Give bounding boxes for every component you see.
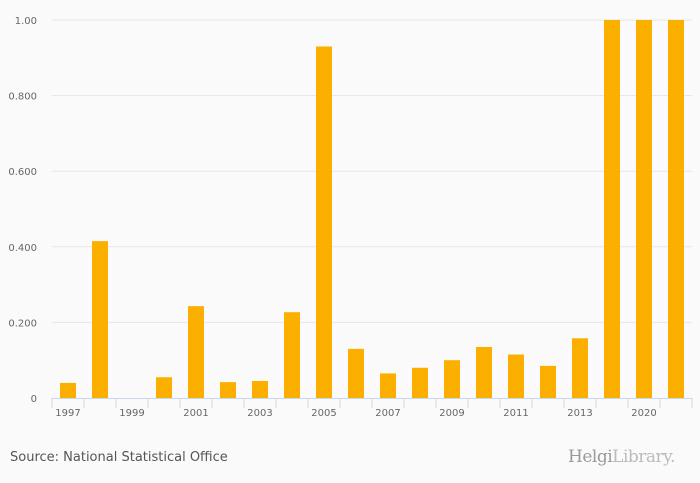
logo-main: Helgi (568, 447, 613, 467)
x-tick-label: 2007 (375, 408, 400, 419)
bar-2002 (220, 382, 236, 398)
x-tick-label: 2013 (567, 408, 592, 419)
bar-2019 (604, 20, 620, 398)
x-tick-label: 2001 (183, 408, 208, 419)
bar-2021 (668, 20, 684, 398)
x-tick-label: 2003 (247, 408, 272, 419)
bar-2000 (156, 377, 172, 398)
bar-chart: 0 0.200 0.400 0.600 0.800 1.00 1997 1999 2001 200… (8, 16, 693, 419)
x-tick-label: 2005 (311, 408, 336, 419)
bar-2009 (444, 360, 460, 398)
x-tick-label: 2011 (503, 408, 528, 419)
y-tick-label: 0.200 (8, 318, 37, 329)
bar-2005 (316, 46, 332, 399)
bar-1998 (92, 241, 108, 398)
x-tick-label: 2009 (439, 408, 464, 419)
x-tick-label: 1999 (119, 408, 144, 419)
bar-2013 (572, 338, 588, 398)
y-tick-label: 1.00 (15, 16, 37, 27)
bar-2001 (188, 306, 204, 398)
bar-2012 (540, 365, 556, 398)
bar-2004 (284, 312, 300, 398)
bar-2010 (476, 346, 492, 398)
bar-2011 (508, 354, 524, 398)
bar-2006 (348, 348, 364, 398)
x-tick-label: 2020 (631, 408, 656, 419)
y-tick-label: 0 (31, 394, 37, 405)
bar-1997 (60, 382, 76, 398)
bar-2020 (636, 20, 652, 398)
bar-2007 (380, 373, 396, 398)
y-tick-label: 0.400 (8, 243, 37, 254)
bar-2003 (252, 380, 268, 398)
y-tick-label: 0.800 (8, 92, 37, 103)
x-tick-label: 1997 (55, 408, 80, 419)
y-tick-label: 0.600 (8, 167, 37, 178)
bar-2008 (412, 367, 428, 398)
helgi-library-logo[interactable]: HelgiLibrary. (568, 447, 675, 467)
source-note: Source: National Statistical Office (10, 450, 228, 465)
logo-sub: Library. (612, 447, 675, 467)
